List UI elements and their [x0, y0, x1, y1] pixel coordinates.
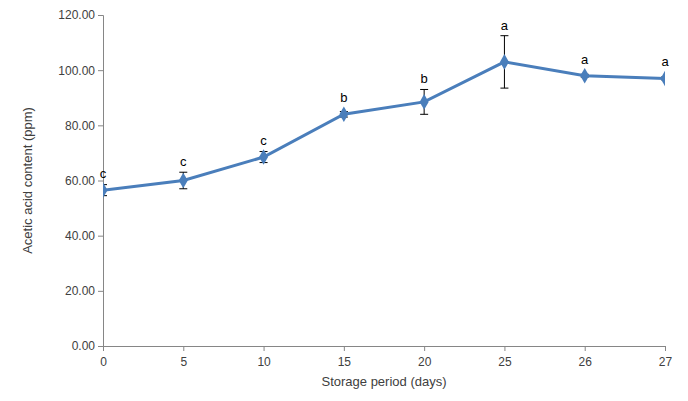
x-tick: 15 — [338, 346, 352, 369]
y-tick: 0.00 — [72, 339, 103, 353]
y-tick-mark — [98, 236, 103, 237]
y-tick-label: 80.00 — [65, 119, 95, 133]
y-tick-label: 40.00 — [65, 229, 95, 243]
x-tick-mark — [585, 346, 586, 351]
error-bars — [103, 36, 665, 196]
error-bar — [179, 172, 187, 189]
x-tick: 10 — [257, 346, 271, 369]
y-tick-label: 60.00 — [65, 174, 95, 188]
y-axis-title: Acetic acid content (ppm) — [20, 107, 35, 254]
marker — [339, 107, 348, 123]
y-tick-label: 20.00 — [65, 284, 95, 298]
x-tick-mark — [424, 346, 425, 351]
marker — [259, 149, 268, 165]
plot: 0.00 20.00 40.00 60.00 80.00 100.00 120.00 0 5 10… — [58, 8, 672, 369]
y-tick: 80.00 — [65, 119, 103, 133]
y-tick: 60.00 — [65, 174, 103, 188]
y-tick-mark — [98, 15, 103, 16]
x-tick-mark — [183, 346, 184, 351]
x-tick-mark — [103, 346, 104, 351]
annotation: c — [100, 166, 107, 181]
y-tick-mark — [98, 70, 103, 71]
error-bar — [500, 36, 508, 88]
x-tick: 0 — [100, 346, 107, 369]
x-axis-line — [104, 347, 666, 352]
annotations: c c c b b a a a — [100, 18, 670, 181]
marker — [500, 54, 509, 70]
x-tick-label: 26 — [579, 355, 593, 369]
x-tick-label: 10 — [257, 355, 271, 369]
y-tick: 40.00 — [65, 229, 103, 243]
x-tick-mark — [665, 346, 666, 351]
marker — [103, 182, 107, 198]
marker — [420, 94, 429, 110]
y-tick-label: 0.00 — [72, 339, 96, 353]
annotation: a — [581, 52, 589, 67]
x-tick: 25 — [498, 346, 512, 369]
x-axis-title: Storage period (days) — [321, 374, 446, 389]
annotation: c — [260, 133, 267, 148]
x-axis: 0 5 10 15 20 25 26 27 — [100, 346, 672, 369]
x-tick-mark — [504, 346, 505, 351]
annotation: b — [421, 71, 428, 86]
x-tick-label: 20 — [418, 355, 432, 369]
y-tick: 120.00 — [58, 8, 103, 22]
x-tick-label: 5 — [180, 355, 187, 369]
x-tick-label: 25 — [498, 355, 512, 369]
y-axis: 0.00 20.00 40.00 60.00 80.00 100.00 120.00 — [58, 8, 103, 353]
x-tick: 26 — [579, 346, 593, 369]
y-tick: 100.00 — [58, 64, 103, 78]
y-tick-label: 100.00 — [58, 64, 95, 78]
x-tick-mark — [344, 346, 345, 351]
annotation: c — [180, 154, 187, 169]
y-tick-mark — [98, 125, 103, 126]
x-tick-label: 15 — [338, 355, 352, 369]
error-bar — [420, 89, 428, 114]
annotation: b — [340, 90, 347, 105]
x-tick: 27 — [659, 346, 673, 369]
marker — [580, 68, 589, 84]
y-tick-mark — [98, 291, 103, 292]
annotation: a — [661, 54, 669, 69]
line — [103, 62, 665, 190]
marker — [179, 173, 188, 189]
x-tick-label: 27 — [659, 355, 673, 369]
x-tick: 5 — [180, 346, 187, 369]
marker — [661, 71, 665, 87]
x-tick: 20 — [418, 346, 432, 369]
chart: 0.00 20.00 40.00 60.00 80.00 100.00 120.00 0 5 10… — [0, 0, 688, 401]
markers — [103, 54, 665, 198]
y-tick-label: 120.00 — [58, 8, 95, 22]
marks — [103, 36, 665, 198]
y-tick: 20.00 — [65, 284, 103, 298]
x-tick-label: 0 — [100, 355, 107, 369]
x-tick-mark — [264, 346, 265, 351]
annotation: a — [501, 18, 509, 33]
y-tick-mark — [98, 346, 103, 347]
